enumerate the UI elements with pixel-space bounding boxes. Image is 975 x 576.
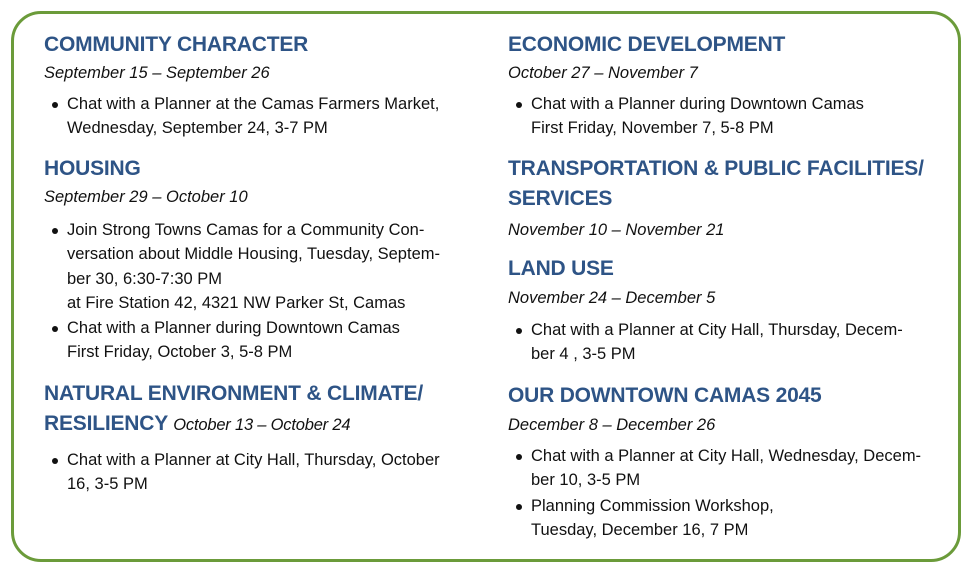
event-text: Planning Commission Workshop,	[531, 497, 774, 515]
event-text: at Fire Station 42, 4321 NW Parker St, C…	[67, 294, 406, 312]
event-text: 16, 3-5 PM	[67, 475, 148, 493]
event-text: Chat with a Planner at City Hall, Thursd…	[67, 451, 440, 469]
section-dates: November 24 – December 5	[508, 289, 716, 307]
event-text: Chat with a Planner at the Camas Farmers…	[67, 95, 440, 113]
bullet-icon	[516, 102, 522, 108]
section-heading: NATURAL ENVIRONMENT & CLIMATE/	[44, 382, 423, 405]
bullet-icon	[516, 328, 522, 334]
section-heading: OUR DOWNTOWN CAMAS 2045	[508, 384, 822, 407]
section-heading: RESILIENCY	[44, 412, 168, 435]
section-heading: LAND USE	[508, 257, 614, 280]
event-text: Chat with a Planner at City Hall, Wednes…	[531, 447, 922, 465]
section-heading: COMMUNITY CHARACTER	[44, 33, 309, 56]
section-dates: October 13 – October 24	[173, 416, 351, 434]
event-text: First Friday, October 3, 5-8 PM	[67, 343, 293, 361]
section-dates: December 8 – December 26	[508, 416, 716, 434]
event-text: ber 4 , 3-5 PM	[531, 345, 636, 363]
section-heading: ECONOMIC DEVELOPMENT	[508, 33, 786, 56]
bullet-icon	[52, 458, 58, 464]
event-text: versation about Middle Housing, Tuesday,…	[67, 245, 440, 263]
bullet-icon	[52, 326, 58, 332]
event-text: Join Strong Towns Camas for a Community …	[67, 221, 425, 239]
event-text: ber 10, 3-5 PM	[531, 471, 641, 489]
event-text: Chat with a Planner during Downtown Cama…	[67, 319, 400, 337]
bullet-icon	[52, 228, 58, 234]
event-text: Chat with a Planner during Downtown Cama…	[531, 95, 864, 113]
event-text: First Friday, November 7, 5-8 PM	[531, 119, 774, 137]
section-heading-line2: RESILIENCY October 13 – October 24	[44, 412, 351, 437]
section-heading: SERVICES	[508, 187, 613, 210]
event-text: Tuesday, December 16, 7 PM	[531, 521, 749, 539]
section-heading: TRANSPORTATION & PUBLIC FACILITIES/	[508, 157, 924, 180]
event-text: ber 30, 6:30-7:30 PM	[67, 270, 223, 288]
bullet-icon	[52, 102, 58, 108]
section-heading: HOUSING	[44, 157, 141, 180]
section-dates: September 15 – September 26	[44, 64, 270, 82]
section-dates: October 27 – November 7	[508, 64, 698, 82]
green-rounded-frame	[11, 11, 961, 562]
event-text: Chat with a Planner at City Hall, Thursd…	[531, 321, 903, 339]
bullet-icon	[516, 504, 522, 510]
bullet-icon	[516, 454, 522, 460]
section-dates: September 29 – October 10	[44, 188, 248, 206]
section-dates: November 10 – November 21	[508, 221, 725, 239]
event-text: Wednesday, September 24, 3-7 PM	[67, 119, 328, 137]
